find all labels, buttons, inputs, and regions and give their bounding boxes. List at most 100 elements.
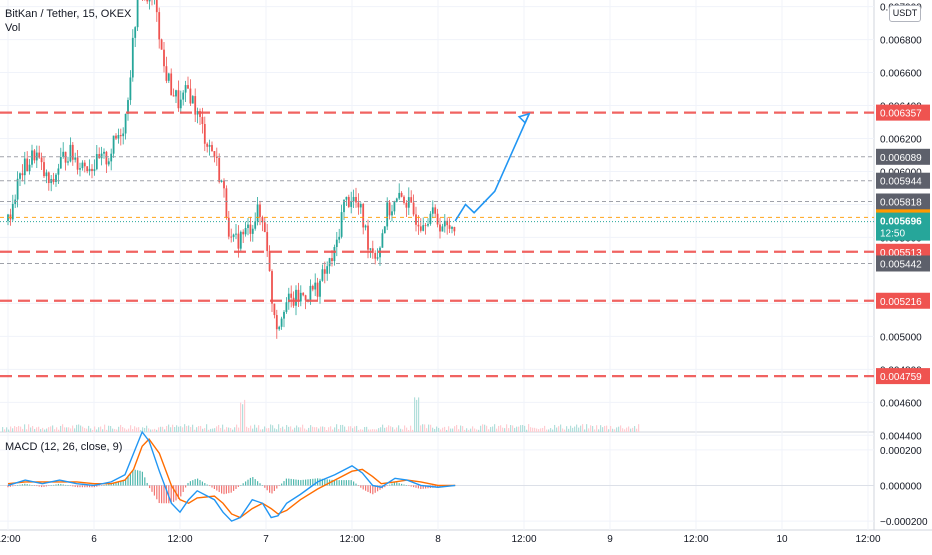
volume-bar [218, 425, 220, 432]
volume-bar [364, 427, 366, 432]
macd-histogram-bar [19, 484, 21, 486]
candle-body [314, 282, 317, 290]
volume-bar [190, 426, 192, 432]
macd-histogram-bar [386, 485, 388, 486]
candle-body [79, 168, 81, 170]
candle-body [386, 202, 389, 227]
candle-body [93, 169, 96, 172]
macd-histogram-bar [401, 483, 403, 486]
volume-bar [342, 424, 344, 432]
volume-bar [556, 427, 558, 432]
candle-body [83, 162, 86, 167]
volume-bar [66, 427, 68, 432]
volume-bar [514, 427, 516, 432]
volume-bar [340, 424, 342, 432]
macd-histogram-bar [74, 485, 76, 487]
volume-bar [316, 427, 318, 432]
volume-bar [384, 427, 386, 432]
current-time-label: 12:50 [880, 229, 905, 240]
volume-bar [222, 424, 224, 432]
volume-bar [220, 427, 222, 432]
volume-bar [110, 426, 112, 432]
volume-bar [168, 424, 170, 432]
currency-button[interactable]: USDT [889, 5, 921, 22]
macd-histogram-bar [293, 479, 295, 486]
macd-histogram-bar [62, 484, 64, 486]
volume-bar [426, 428, 428, 432]
volume-bar [28, 424, 30, 432]
volume-bar [482, 424, 484, 432]
macd-histogram-bar [93, 485, 95, 488]
macd-histogram-bar [360, 485, 362, 488]
level-label: 0.006089 [880, 153, 922, 164]
volume-bar [474, 428, 476, 432]
volume-bar [422, 424, 424, 432]
volume-bar [586, 424, 588, 432]
volume-bar [290, 426, 292, 432]
macd-histogram-bar [24, 483, 26, 486]
macd-histogram-bar [372, 485, 374, 495]
candle-body [155, 0, 158, 13]
macd-histogram-bar [180, 485, 182, 497]
macd-histogram-bar [98, 485, 100, 487]
volume-bar [404, 425, 406, 432]
volume-bar [126, 429, 128, 432]
macd-histogram-bar [218, 485, 220, 493]
candle-body [47, 172, 50, 184]
candle-body [189, 88, 192, 104]
candle-body [203, 123, 206, 144]
volume-bar [140, 429, 142, 432]
candle-body [427, 223, 429, 226]
volume-bar [588, 428, 590, 432]
macd-histogram-bar [230, 485, 232, 493]
macd-histogram-bar [326, 479, 328, 486]
macd-histogram-bar [158, 485, 160, 504]
macd-histogram-bar [96, 485, 98, 487]
volume-bar [210, 428, 212, 432]
macd-histogram-bar [189, 481, 191, 486]
candle-body [251, 228, 254, 234]
volume-bar [98, 427, 100, 432]
candle-body [179, 99, 182, 109]
candle-body [374, 252, 377, 259]
candle-body [304, 295, 307, 301]
volume-bar [448, 426, 450, 432]
macd-histogram-bar [206, 484, 208, 486]
candle-body [328, 258, 331, 267]
volume-bar [396, 427, 398, 432]
volume-bar [604, 425, 606, 432]
volume-bar [310, 425, 312, 432]
volume-bar [60, 425, 62, 432]
volume-bar [544, 425, 546, 432]
volume-bar [582, 424, 584, 432]
volume-bar [206, 424, 208, 432]
volume-bar [196, 427, 198, 432]
macd-histogram-bar [50, 485, 52, 486]
candle-body [391, 211, 393, 216]
volume-bar [74, 428, 76, 432]
volume-bar [434, 428, 436, 432]
volume-bar [564, 429, 566, 432]
macd-histogram-bar [29, 484, 31, 486]
candle-body [211, 145, 213, 152]
macd-histogram-bar [187, 483, 189, 486]
volume-bar [178, 426, 180, 432]
volume-bar [496, 428, 498, 432]
level-label-bg [876, 368, 930, 385]
volume-bar [276, 429, 278, 432]
volume-bar [246, 426, 248, 432]
volume-bar [270, 424, 272, 432]
candle-body [95, 154, 98, 170]
macd-histogram-bar [276, 485, 278, 489]
macd-histogram-bar [408, 485, 410, 486]
volume-bar [224, 429, 226, 432]
candle-body [26, 158, 29, 172]
volume-bar [84, 428, 86, 432]
macd-histogram-bar [415, 485, 417, 488]
volume-bar [288, 426, 290, 432]
candle-body [280, 318, 283, 327]
candle-body [326, 266, 329, 274]
macd-histogram-bar [377, 485, 379, 492]
macd-histogram-bar [132, 470, 134, 486]
